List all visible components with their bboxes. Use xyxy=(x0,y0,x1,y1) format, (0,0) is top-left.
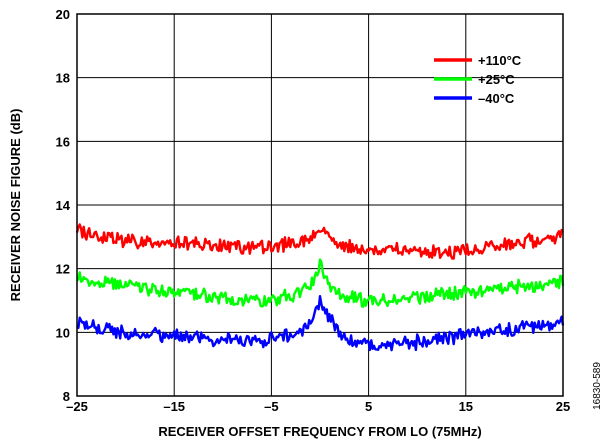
y-tick-label: 18 xyxy=(56,71,70,86)
x-tick-label: –15 xyxy=(163,399,185,414)
x-tick-label: –25 xyxy=(66,399,88,414)
plot-frame xyxy=(76,13,564,397)
y-tick-label: 12 xyxy=(56,262,70,277)
series-line xyxy=(75,223,564,260)
x-tick-label: –5 xyxy=(264,399,278,414)
x-axis-label: RECEIVER OFFSET FREQUENCY FROM LO (75MHz… xyxy=(158,424,481,439)
legend-label: +110°C xyxy=(478,53,522,68)
x-tick-label: 25 xyxy=(556,399,570,414)
tick-labels: –25 –15 –5 5 15 25 8 10 12 14 16 18 20 xyxy=(56,7,571,414)
series-line xyxy=(76,295,565,352)
series-line xyxy=(76,258,565,308)
figure-id: 16830-589 xyxy=(592,362,603,410)
x-tick-label: 15 xyxy=(459,399,473,414)
y-tick-label: 16 xyxy=(56,134,70,149)
x-tick-label: 5 xyxy=(365,399,372,414)
legend-label: –40°C xyxy=(478,91,515,106)
y-tick-label: 14 xyxy=(56,198,71,213)
y-tick-label: 20 xyxy=(56,7,70,22)
series-lines xyxy=(75,223,565,352)
legend: +110°C +25°C –40°C xyxy=(434,53,522,106)
y-axis-label: RECEIVER NOISE FIGURE (dB) xyxy=(8,109,23,302)
legend-label: +25°C xyxy=(478,72,515,87)
y-tick-label: 8 xyxy=(63,389,70,404)
y-tick-label: 10 xyxy=(56,325,70,340)
